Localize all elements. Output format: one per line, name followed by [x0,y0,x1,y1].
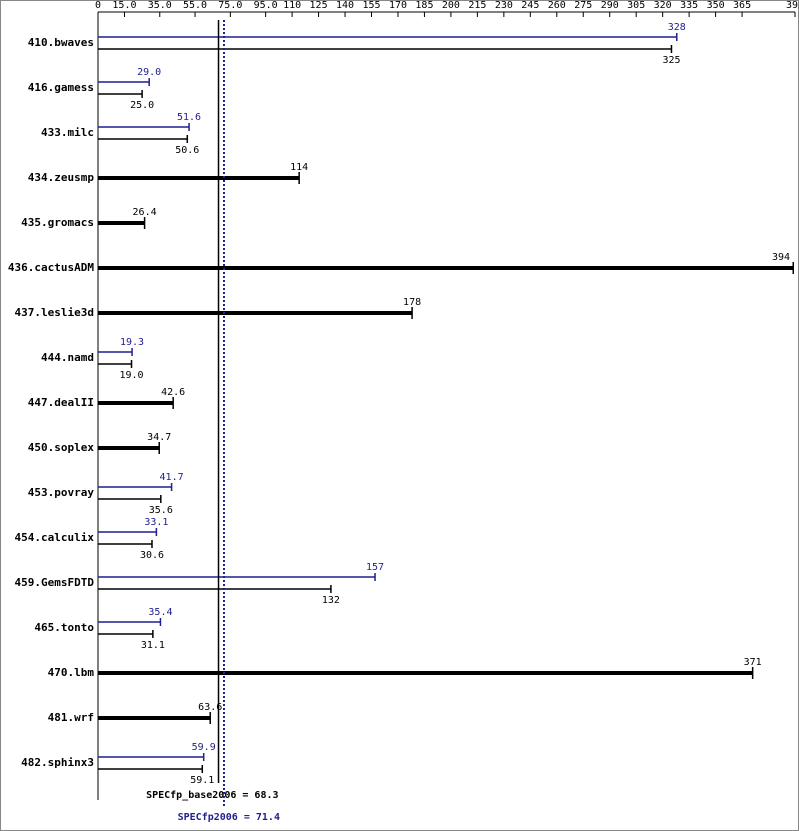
base-label: 25.0 [130,100,154,111]
base-label: 371 [744,657,762,668]
peak-label: 59.9 [192,742,216,753]
base-label: 63.6 [198,702,222,713]
x-tick-label: 55.0 [183,0,207,11]
x-tick-label: 215 [468,0,486,11]
x-tick-label: 15.0 [112,0,136,11]
benchmark-name: 444.namd [41,351,94,364]
base-label: 30.6 [140,550,164,561]
benchmark-name: 450.soplex [28,441,95,454]
x-tick-label: 110 [283,0,301,11]
benchmark-name: 437.leslie3d [15,306,94,319]
x-tick-label: 95.0 [254,0,278,11]
x-tick-label: 75.0 [218,0,242,11]
peak-label: 51.6 [177,112,201,123]
peak-label: 29.0 [137,67,161,78]
benchmark-name: 436.cactusADM [8,261,94,274]
x-tick-label: 290 [601,0,619,11]
peak-label: 41.7 [160,472,184,483]
peak-label: 328 [668,22,686,33]
x-tick-label: 200 [442,0,460,11]
benchmark-name: 416.gamess [28,81,94,94]
benchmark-name: 453.povray [28,486,95,499]
base-label: 325 [662,55,680,66]
x-tick-label: 125 [310,0,328,11]
x-tick-label: 395 [786,0,799,11]
x-tick-label: 275 [574,0,592,11]
benchmark-name: 410.bwaves [28,36,94,49]
base-label: 114 [290,162,308,173]
base-label: 35.6 [149,505,173,516]
x-tick-label: 35.0 [148,0,172,11]
benchmark-name: 434.zeusmp [28,171,95,184]
base-label: 19.0 [119,370,143,381]
x-tick-label: 335 [680,0,698,11]
base-label: 178 [403,297,421,308]
peak-label: 19.3 [120,337,144,348]
reference-label: SPECfp_base2006 = 68.3 [146,790,278,801]
x-tick-label: 155 [362,0,380,11]
benchmark-name: 454.calculix [15,531,95,544]
x-tick-label: 0 [95,0,101,11]
base-label: 59.1 [190,775,214,786]
benchmark-name: 459.GemsFDTD [15,576,95,589]
benchmark-name: 481.wrf [48,711,94,724]
benchmark-name: 482.sphinx3 [21,756,94,769]
peak-label: 157 [366,562,384,573]
x-tick-label: 350 [707,0,725,11]
x-tick-label: 170 [389,0,407,11]
base-label: 31.1 [141,640,165,651]
base-label: 34.7 [147,432,171,443]
peak-label: 35.4 [148,607,172,618]
reference-label: SPECfp2006 = 71.4 [178,812,280,823]
benchmark-name: 447.dealII [28,396,94,409]
x-tick-label: 365 [733,0,751,11]
x-tick-label: 230 [495,0,513,11]
x-tick-label: 260 [548,0,566,11]
peak-label: 33.1 [144,517,168,528]
x-tick-label: 320 [654,0,672,11]
benchmark-name: 465.tonto [34,621,94,634]
benchmark-name: 470.lbm [48,666,95,679]
base-label: 132 [322,595,340,606]
base-label: 50.6 [175,145,199,156]
x-tick-label: 185 [415,0,433,11]
benchmark-name: 435.gromacs [21,216,94,229]
x-tick-label: 305 [627,0,645,11]
x-tick-label: 140 [336,0,354,11]
benchmark-name: 433.milc [41,126,94,139]
base-label: 26.4 [133,207,157,218]
base-label: 42.6 [161,387,185,398]
x-tick-label: 245 [521,0,539,11]
base-label: 394 [772,252,790,263]
